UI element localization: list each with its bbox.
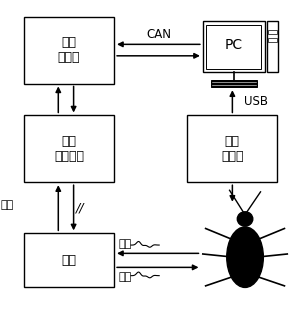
FancyBboxPatch shape [206, 25, 261, 68]
FancyBboxPatch shape [268, 30, 277, 34]
Text: 刺激: 刺激 [118, 272, 132, 282]
FancyBboxPatch shape [24, 17, 114, 84]
Text: USB: USB [244, 95, 268, 108]
Text: PC: PC [225, 38, 243, 52]
Text: 背包: 背包 [62, 254, 77, 267]
FancyBboxPatch shape [24, 116, 114, 182]
Ellipse shape [227, 227, 263, 287]
FancyBboxPatch shape [24, 233, 114, 287]
FancyBboxPatch shape [211, 80, 257, 87]
Text: //: // [76, 201, 85, 214]
Text: 无线: 无线 [1, 200, 14, 210]
FancyBboxPatch shape [187, 116, 277, 182]
FancyBboxPatch shape [268, 38, 277, 42]
Text: CAN: CAN [146, 28, 171, 41]
Text: 高速
摄像机: 高速 摄像机 [221, 135, 244, 163]
Text: 采集: 采集 [118, 239, 132, 249]
Ellipse shape [237, 212, 253, 226]
Text: 微型
控制器: 微型 控制器 [58, 36, 80, 64]
FancyBboxPatch shape [267, 21, 278, 72]
FancyBboxPatch shape [203, 21, 265, 72]
Text: 射频
无线基站: 射频 无线基站 [54, 135, 84, 163]
